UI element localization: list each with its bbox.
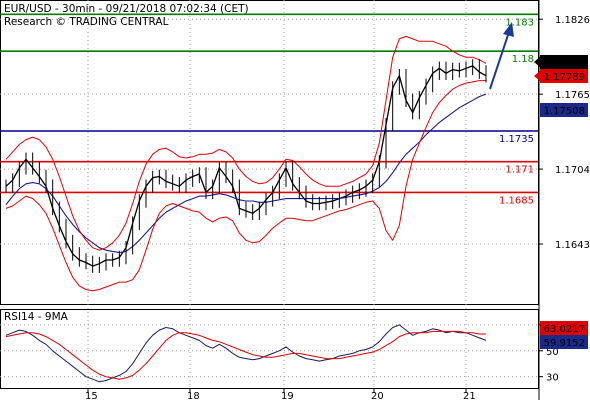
price-tag-pointer — [534, 71, 540, 81]
price-series — [5, 35, 487, 292]
gridlines — [0, 0, 538, 388]
x-tick-label: 19 — [281, 391, 294, 400]
x-tick-label: 21 — [463, 391, 476, 400]
level-label: 1.183 — [505, 17, 534, 28]
price-tag-pointer — [534, 57, 540, 67]
chart-subtitle: Research © TRADING CENTRAL — [4, 16, 169, 28]
forecast-arrow — [489, 22, 514, 90]
rsi-y-tick-label: 30 — [546, 373, 559, 384]
level-label: 1.18 — [512, 54, 534, 65]
price-tag-box — [540, 55, 588, 69]
rsi-series — [5, 324, 487, 383]
price-tag-box — [540, 69, 588, 83]
x-tick-label: 20 — [371, 391, 384, 400]
support-resistance-levels: 1.183 1.18 1.1735 1.171 1.1685 — [0, 13, 538, 206]
y-tick-label: 1.1643 — [555, 240, 590, 251]
level-label: 1.1735 — [499, 134, 534, 145]
price-tags: 1.17796 1.17789 1.17508 63.0217 59.9152 — [534, 55, 588, 349]
arrow-head-icon — [503, 22, 514, 37]
x-tick-label: 15 — [85, 391, 98, 400]
level-label: 1.171 — [505, 165, 534, 176]
price-panel-frame — [0, 0, 539, 305]
rsi-panel-frame — [0, 309, 539, 389]
series-line-bollinger-upper — [5, 35, 487, 251]
rsi-y-tick-label: 50 — [546, 347, 559, 358]
price-tag-box — [540, 103, 588, 117]
series-line-rsi — [5, 324, 487, 383]
rsi-tag-value: 59.9152 — [544, 338, 585, 349]
y-tick-label: 1.1826 — [555, 15, 590, 26]
y-tick-label: 1.1765 — [555, 90, 590, 101]
series-line-moving-average — [5, 93, 487, 254]
rsi-tag-value: 63.0217 — [544, 324, 585, 335]
rsi-tag-box — [540, 321, 588, 335]
rsi-tag-box — [540, 335, 588, 349]
series-line-bollinger-lower — [5, 80, 486, 292]
series-line-price — [5, 65, 487, 267]
chart-title: EUR/USD - 30min - 09/21/2018 07:02:34 (C… — [4, 3, 249, 15]
arrow-shaft — [489, 31, 510, 90]
price-tag-value: 1.17796 — [544, 58, 585, 69]
price-tag-value: 1.17508 — [544, 106, 585, 117]
x-tick-label: 18 — [187, 391, 200, 400]
series-line-rsi-ma — [5, 330, 486, 380]
rsi-panel-title: RSI14 - 9MA — [4, 311, 69, 323]
level-label: 1.1685 — [499, 195, 534, 206]
y-tick-label: 1.1704 — [555, 165, 590, 176]
price-tag-value: 1.17789 — [544, 72, 585, 83]
